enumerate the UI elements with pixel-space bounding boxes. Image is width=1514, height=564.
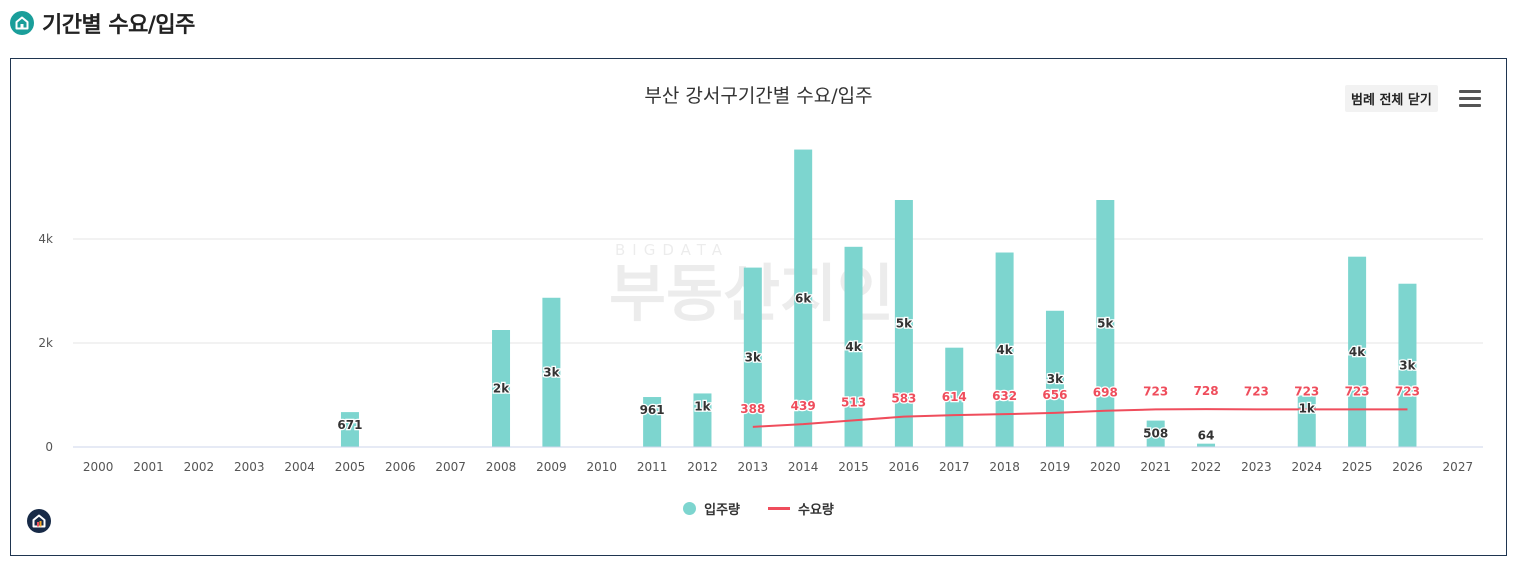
legend-supply-label: 입주량 — [704, 503, 740, 518]
x-tick-label: 2002 — [184, 460, 215, 474]
legend-demand-label: 수요량 — [798, 503, 834, 518]
bar-data-label: 3k — [1047, 372, 1064, 386]
bar-data-label: 2k — [493, 382, 510, 396]
page-header: 기간별 수요/입주 — [10, 8, 195, 38]
line-data-label: 723 — [1244, 384, 1269, 398]
line-data-label: 723 — [1395, 384, 1420, 398]
bar-data-label: 5k — [896, 317, 913, 331]
brand-logo-icon[interactable] — [27, 509, 51, 533]
bar-2017 — [945, 347, 964, 447]
chart-panel: BIGDATA 부동산지인 부산 강서구기간별 수요/입주 범례 전체 닫기 0… — [10, 58, 1507, 556]
bar-data-label: 3k — [745, 350, 762, 364]
legend-item-demand[interactable]: 수요량 — [768, 499, 834, 518]
bar-2020 — [1096, 200, 1115, 447]
y-tick-label: 0 — [45, 440, 53, 454]
x-tick-label: 2015 — [838, 460, 869, 474]
x-tick-label: 2011 — [637, 460, 668, 474]
x-tick-label: 2004 — [284, 460, 315, 474]
bar-data-label: 1k — [694, 399, 711, 413]
x-tick-label: 2013 — [738, 460, 769, 474]
bar-2011 — [643, 397, 662, 447]
bar-2022 — [1197, 443, 1216, 447]
x-tick-label: 2007 — [435, 460, 466, 474]
x-tick-label: 2006 — [385, 460, 416, 474]
bar-2008 — [492, 330, 511, 447]
x-tick-label: 2026 — [1392, 460, 1423, 474]
x-tick-label: 2021 — [1140, 460, 1171, 474]
bar-data-label: 508 — [1143, 427, 1168, 441]
line-data-label: 656 — [1042, 388, 1067, 402]
line-data-label: 513 — [841, 395, 866, 409]
x-tick-label: 2017 — [939, 460, 970, 474]
bar-2021 — [1146, 420, 1165, 447]
x-tick-label: 2000 — [83, 460, 114, 474]
bar-2026 — [1398, 283, 1417, 447]
line-data-label: 728 — [1194, 384, 1219, 398]
x-tick-label: 2005 — [335, 460, 366, 474]
bar-2025 — [1348, 256, 1367, 447]
line-data-label: 723 — [1294, 384, 1319, 398]
x-tick-label: 2019 — [1040, 460, 1071, 474]
line-data-label: 698 — [1093, 386, 1118, 400]
x-tick-label: 2020 — [1090, 460, 1121, 474]
bar-2009 — [542, 297, 561, 447]
bar-2024 — [1297, 395, 1316, 447]
x-tick-label: 2001 — [133, 460, 164, 474]
line-data-label: 439 — [791, 399, 816, 413]
chart-legend: 입주량 수요량 — [11, 499, 1506, 518]
bar-data-label: 961 — [640, 403, 665, 417]
line-data-label: 723 — [1345, 384, 1370, 398]
x-tick-label: 2023 — [1241, 460, 1272, 474]
page-title: 기간별 수요/입주 — [42, 13, 195, 38]
bar-2015 — [844, 246, 863, 447]
bar-2005 — [340, 412, 359, 447]
chart-title: 부산 강서구기간별 수요/입주 — [644, 85, 873, 107]
bar-data-label: 4k — [996, 343, 1013, 357]
line-data-label: 614 — [942, 390, 967, 404]
bar-2014 — [794, 149, 813, 447]
chart-menu-icon[interactable] — [1459, 90, 1481, 108]
bar-2013 — [743, 267, 762, 447]
bar-data-label: 4k — [845, 340, 862, 354]
bar-data-label: 5k — [1097, 317, 1114, 331]
legend-demand-marker — [768, 507, 790, 510]
bar-2018 — [995, 252, 1014, 447]
y-tick-label: 4k — [38, 232, 53, 246]
line-data-label: 583 — [891, 392, 916, 406]
chart-plot: 0 2k 4k 671 2k 3k 961 1k 3k 6k 4k 5k 4k 3k 5k 508 64 1k 4k… — [38, 149, 1483, 474]
x-tick-label: 2018 — [989, 460, 1020, 474]
x-tick-label: 2016 — [889, 460, 920, 474]
x-tick-label: 2012 — [687, 460, 718, 474]
x-tick-label: 2024 — [1291, 460, 1322, 474]
bar-data-label: 4k — [1349, 345, 1366, 359]
line-data-label: 632 — [992, 389, 1017, 403]
home-icon — [10, 11, 34, 35]
legend-supply-marker — [683, 502, 697, 515]
line-data-label: 388 — [740, 402, 765, 416]
bar-data-label: 1k — [1299, 402, 1316, 416]
line-data-label: 723 — [1143, 384, 1168, 398]
bar-data-label: 3k — [543, 365, 560, 379]
bar-data-label: 6k — [795, 291, 812, 305]
bar-data-label: 671 — [337, 418, 362, 432]
x-tick-label: 2010 — [586, 460, 617, 474]
bar-2012 — [693, 393, 712, 447]
x-tick-label: 2008 — [486, 460, 517, 474]
x-tick-label: 2025 — [1342, 460, 1373, 474]
bar-data-label: 64 — [1198, 429, 1215, 443]
demand-line — [752, 408, 1408, 428]
x-tick-label: 2027 — [1443, 460, 1474, 474]
legend-toggle-button[interactable]: 범례 전체 닫기 — [1345, 85, 1438, 112]
y-tick-label: 2k — [38, 336, 53, 350]
legend-item-supply[interactable]: 입주량 — [683, 499, 740, 518]
x-tick-label: 2022 — [1191, 460, 1222, 474]
x-tick-label: 2003 — [234, 460, 265, 474]
x-tick-label: 2014 — [788, 460, 819, 474]
x-tick-label: 2009 — [536, 460, 567, 474]
bar-2016 — [894, 200, 913, 447]
bar-data-label: 3k — [1399, 358, 1416, 372]
